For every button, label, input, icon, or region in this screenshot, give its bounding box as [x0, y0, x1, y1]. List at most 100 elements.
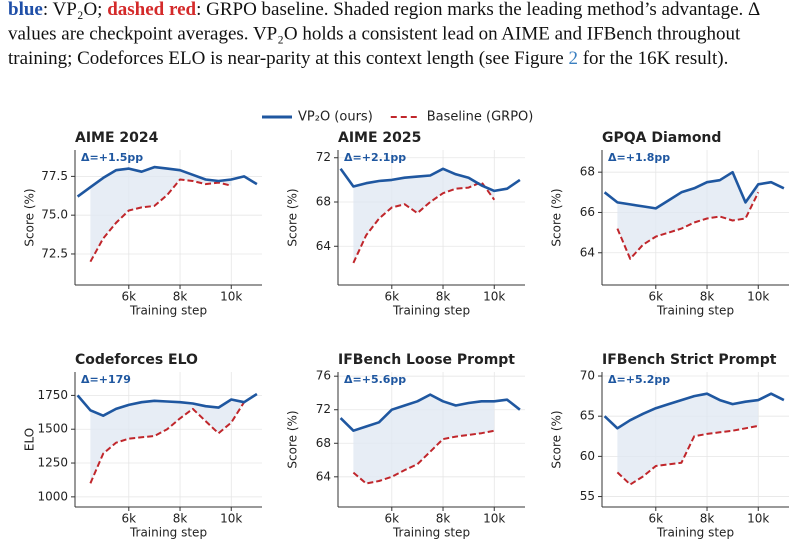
y-axis-label: Score (%)	[550, 188, 564, 246]
caption-run: training; Codeforces ELO is near-parity …	[8, 48, 568, 69]
advantage-shade	[353, 394, 495, 484]
series-line	[76, 392, 258, 417]
x-tick-label: 6k	[121, 290, 136, 304]
y-tick-label: 65	[580, 409, 595, 423]
x-tick-label: 8k	[436, 512, 451, 526]
y-axis-label: Score (%)	[23, 188, 37, 246]
y-tick-label: 1250	[37, 456, 68, 470]
advantage-shade	[90, 167, 232, 262]
y-tick-label: 72.5	[41, 246, 68, 260]
panel: 64 68 72 6k 8k 10k AIME 2025 Δ=+2.1pp Training s…	[286, 130, 525, 318]
caption-run: dashed red	[107, 0, 196, 20]
y-tick-label: 68	[316, 195, 331, 209]
x-tick-label: 10k	[483, 512, 505, 526]
panel-title: GPQA Diamond	[602, 130, 721, 146]
x-tick-label: 6k	[121, 512, 136, 526]
x-tick-label: 8k	[700, 512, 715, 526]
panel-title: AIME 2024	[75, 130, 159, 146]
series-line	[76, 165, 258, 198]
advantage-shade	[617, 172, 759, 259]
delta-annotation: Δ=+5.6pp	[344, 373, 406, 386]
caption-run: blue	[8, 0, 43, 20]
x-tick-label: 6k	[648, 290, 663, 304]
series-line	[616, 424, 759, 486]
x-tick-label: 8k	[173, 512, 188, 526]
advantage-shade	[617, 393, 759, 485]
panel-title: IFBench Strict Prompt	[602, 352, 777, 368]
y-tick-label: 1500	[37, 422, 68, 436]
y-tick-label: 55	[580, 489, 595, 503]
y-tick-label: 64	[316, 469, 331, 483]
caption-run: for the 16K result).	[578, 48, 728, 69]
y-tick-label: 64	[316, 239, 331, 253]
series-line	[89, 178, 232, 263]
panel-title: IFBench Loose Prompt	[338, 352, 515, 368]
x-tick-label: 8k	[436, 290, 451, 304]
panel: 64 66 68 6k 8k 10k GPQA Diamond Δ=+1.8pp Trainin…	[550, 130, 789, 318]
x-tick-label: 10k	[747, 512, 769, 526]
x-axis-label: Training step	[656, 526, 734, 540]
series-line	[339, 167, 521, 193]
panel-title: AIME 2025	[338, 130, 421, 146]
y-tick-label: 75.0	[41, 208, 68, 222]
panel: 64 68 72 76 6k 8k 10k IFBench Loose Prompt Δ=+5.…	[286, 352, 525, 540]
y-tick-label: 68	[316, 436, 331, 450]
series-line	[352, 181, 496, 264]
series-line	[352, 429, 495, 485]
y-tick-label: 72	[316, 150, 331, 164]
x-axis-label: Training step	[392, 304, 470, 318]
panel: 1000 1250 1500 1750 6k 8k 10k Codeforces ELO Δ=+…	[23, 352, 262, 540]
caption-run: values are checkpoint averages. VP₂O hol…	[8, 24, 741, 45]
series-line	[603, 170, 785, 210]
x-axis-label: Training step	[129, 304, 207, 318]
y-tick-label: 76	[316, 369, 331, 383]
y-tick-label: 64	[580, 245, 595, 259]
advantage-shade	[353, 168, 495, 263]
y-tick-label: 66	[580, 205, 595, 219]
y-tick-label: 1000	[37, 489, 68, 503]
charts: VP₂O (ours) Baseline (GRPO) 72.5 75.0 77.5 6k…	[23, 110, 789, 540]
x-axis-label: Training step	[392, 526, 470, 540]
x-tick-label: 10k	[220, 512, 242, 526]
caption-line: values are checkpoint averages. VP₂O hol…	[8, 24, 741, 45]
x-tick-label: 10k	[220, 290, 242, 304]
delta-annotation: Δ=+5.2pp	[608, 373, 670, 386]
caption-run: : VP₂O;	[43, 0, 107, 20]
legend-label: VP₂O (ours)	[298, 110, 373, 125]
advantage-shade	[90, 399, 245, 484]
series-line	[616, 191, 760, 260]
x-axis-label: Training step	[129, 526, 207, 540]
caption-line: training; Codeforces ELO is near-parity …	[8, 48, 728, 69]
delta-annotation: Δ=+1.8pp	[608, 151, 670, 164]
y-tick-label: 72	[316, 402, 331, 416]
legend: VP₂O (ours) Baseline (GRPO)	[262, 110, 533, 125]
x-tick-label: 10k	[747, 290, 769, 304]
y-tick-label: 1750	[37, 388, 68, 402]
x-axis-label: Training step	[656, 304, 734, 318]
panel-title: Codeforces ELO	[75, 352, 198, 368]
x-tick-label: 10k	[483, 290, 505, 304]
y-axis-label: ELO	[23, 428, 37, 451]
x-tick-label: 6k	[384, 512, 399, 526]
legend-label: Baseline (GRPO)	[427, 110, 534, 125]
panel: 72.5 75.0 77.5 6k 8k 10k AIME 2024 Δ=+1.5pp Trai…	[23, 130, 262, 318]
delta-annotation: Δ=+2.1pp	[344, 151, 406, 164]
x-tick-label: 6k	[384, 290, 399, 304]
y-tick-label: 68	[580, 165, 595, 179]
series-line	[603, 392, 785, 430]
x-tick-label: 8k	[700, 290, 715, 304]
x-tick-label: 8k	[173, 290, 188, 304]
caption-run: : GRPO baseline. Shaded region marks the…	[196, 0, 760, 20]
y-tick-label: 70	[580, 369, 595, 383]
delta-annotation: Δ=+179	[81, 373, 131, 386]
y-axis-label: Score (%)	[550, 410, 564, 468]
series-line	[89, 401, 245, 484]
caption-run: 2	[568, 48, 578, 69]
panel: 55 60 65 70 6k 8k 10k IFBench Strict Prompt Δ=+5…	[550, 352, 789, 540]
caption-line: blue: VP₂O; dashed red: GRPO baseline. S…	[8, 0, 760, 20]
y-axis-label: Score (%)	[286, 188, 300, 246]
y-tick-label: 77.5	[41, 169, 68, 183]
x-tick-label: 6k	[648, 512, 663, 526]
series-line	[339, 393, 521, 432]
